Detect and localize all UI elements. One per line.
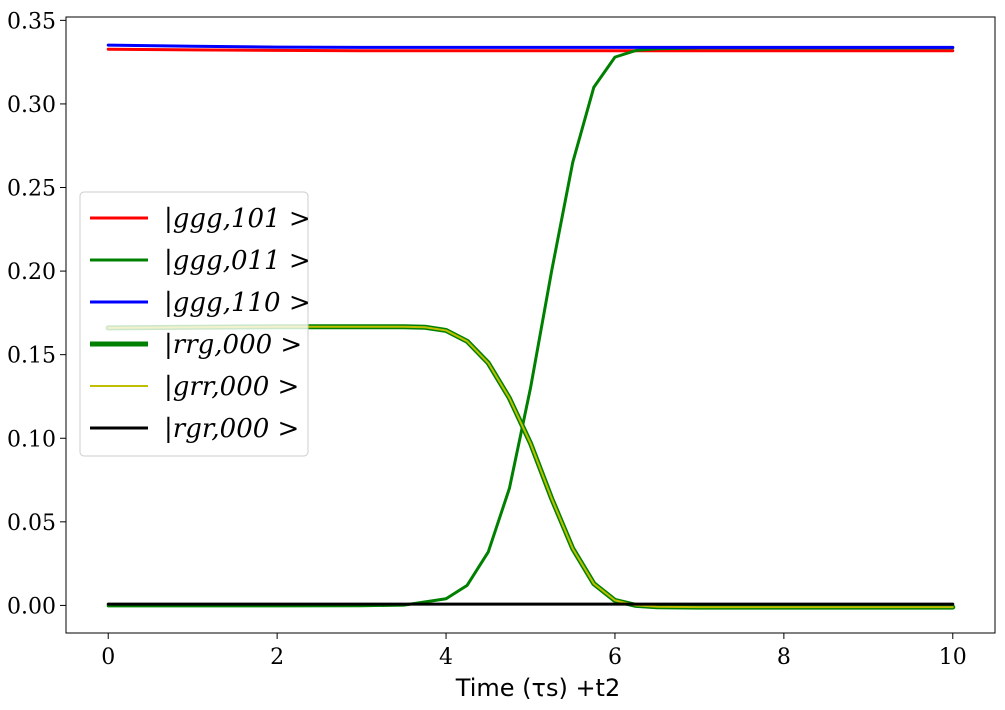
y-tick-label: 0.00: [7, 594, 56, 619]
legend-label-0: |ggg,101 >: [164, 204, 311, 234]
x-tick-label: 6: [608, 645, 622, 670]
x-axis: 0 2 4 6 8 10: [101, 633, 967, 670]
y-tick-label: 0.15: [7, 344, 56, 369]
y-tick-label: 0.25: [7, 177, 56, 202]
y-tick-label: 0.20: [7, 260, 56, 285]
x-tick-label: 8: [777, 645, 791, 670]
legend: |ggg,101 > |ggg,011 > |ggg,110 > |rrg,000 >…: [79, 191, 311, 457]
series-line-2: [106, 43, 955, 49]
x-tick-label: 10: [939, 645, 967, 670]
x-tick-label: 0: [101, 645, 115, 670]
y-tick-label: 0.10: [7, 427, 56, 452]
legend-label-4: |grr,000 >: [164, 372, 299, 402]
x-tick-label: 4: [439, 645, 453, 670]
y-tick-label: 0.35: [7, 9, 56, 34]
legend-box: [79, 191, 309, 457]
legend-label-2: |ggg,110 >: [164, 288, 311, 318]
series-line-0: [106, 47, 955, 53]
series-layer: [105, 43, 956, 610]
x-axis-label: Time (τs) +t2: [455, 674, 620, 702]
y-tick-label: 0.30: [7, 93, 56, 118]
y-axis: 0.00 0.05 0.10 0.15 0.20 0.25 0.30 0.35: [7, 9, 66, 619]
legend-label-1: |ggg,011 >: [164, 246, 311, 276]
legend-label-3: |rrg,000 >: [164, 330, 302, 360]
y-tick-label: 0.05: [7, 511, 56, 536]
legend-label-5: |rgr,000 >: [164, 414, 299, 444]
axes-frame: [65, 16, 996, 634]
series-line-4: [107, 325, 954, 609]
x-tick-label: 2: [270, 645, 284, 670]
